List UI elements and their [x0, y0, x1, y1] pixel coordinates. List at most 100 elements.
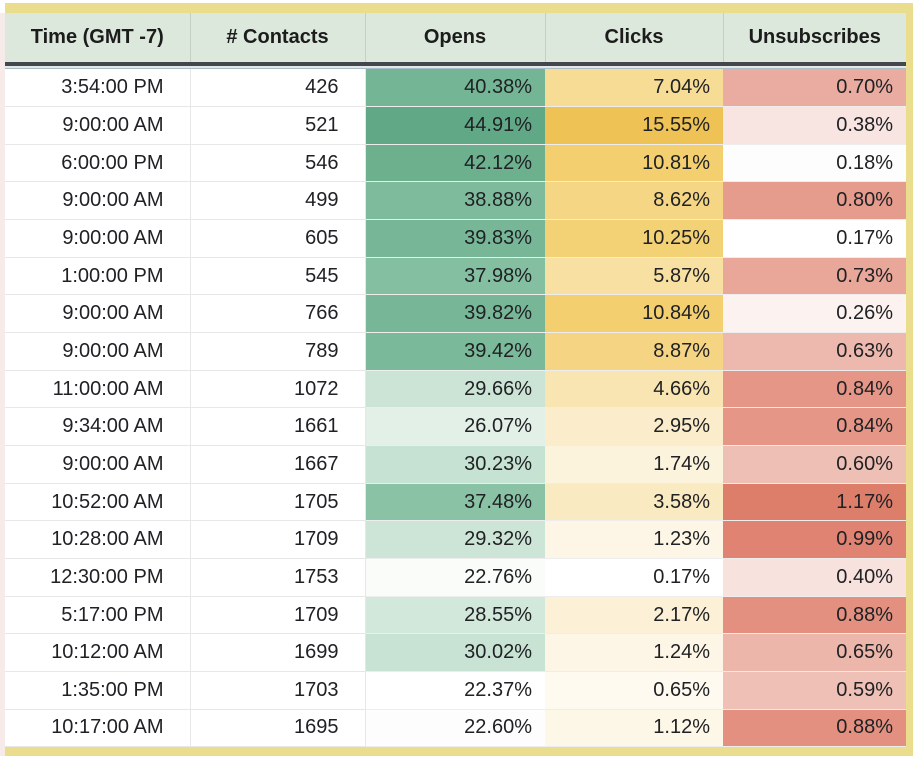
cell-opens[interactable]: 42.12%: [365, 144, 545, 183]
cell-time[interactable]: 10:17:00 AM: [5, 709, 191, 748]
cell-contacts[interactable]: 499: [190, 181, 366, 221]
cell-unsubscribes[interactable]: 0.26%: [723, 294, 906, 334]
cell-time[interactable]: 1:00:00 PM: [5, 257, 191, 296]
cell-time[interactable]: 11:00:00 AM: [5, 370, 191, 409]
cell-contacts[interactable]: 1667: [190, 445, 366, 484]
cell-contacts[interactable]: 1699: [190, 633, 366, 672]
cell-unsubscribes[interactable]: 0.40%: [723, 558, 906, 597]
cell-clicks[interactable]: 8.62%: [545, 181, 723, 221]
cell-clicks[interactable]: 7.04%: [545, 69, 723, 108]
cell-contacts[interactable]: 1753: [190, 558, 366, 597]
cell-opens[interactable]: 30.02%: [365, 633, 545, 672]
cell-time[interactable]: 6:00:00 PM: [5, 144, 191, 183]
cell-contacts[interactable]: 766: [190, 294, 366, 334]
cell-contacts[interactable]: 789: [190, 332, 366, 371]
cell-time[interactable]: 9:00:00 AM: [5, 219, 191, 258]
cell-unsubscribes[interactable]: 0.84%: [723, 407, 906, 447]
column-header-time[interactable]: Time (GMT -7): [5, 13, 191, 62]
cell-contacts[interactable]: 1705: [190, 483, 366, 522]
cell-opens[interactable]: 37.48%: [365, 483, 545, 522]
cell-unsubscribes[interactable]: 0.38%: [723, 106, 906, 145]
cell-opens[interactable]: 26.07%: [365, 407, 545, 447]
cell-clicks[interactable]: 0.65%: [545, 671, 723, 710]
cell-opens[interactable]: 22.37%: [365, 671, 545, 710]
cell-clicks[interactable]: 2.17%: [545, 596, 723, 635]
cell-time[interactable]: 9:00:00 AM: [5, 181, 191, 221]
cell-unsubscribes[interactable]: 0.99%: [723, 520, 906, 560]
cell-opens[interactable]: 22.60%: [365, 709, 545, 748]
table-row: 3:54:00 PM 426 40.38% 7.04% 0.70%: [5, 69, 906, 108]
cell-opens[interactable]: 30.23%: [365, 445, 545, 484]
cell-clicks[interactable]: 1.74%: [545, 445, 723, 484]
cell-unsubscribes[interactable]: 0.88%: [723, 709, 906, 748]
cell-unsubscribes[interactable]: 1.17%: [723, 483, 906, 522]
cell-contacts[interactable]: 1661: [190, 407, 366, 447]
column-header-opens[interactable]: Opens: [365, 13, 546, 62]
cell-contacts[interactable]: 605: [190, 219, 366, 258]
cell-clicks[interactable]: 1.12%: [545, 709, 723, 748]
cell-contacts[interactable]: 546: [190, 144, 366, 183]
cell-unsubscribes[interactable]: 0.63%: [723, 332, 906, 371]
cell-opens[interactable]: 40.38%: [365, 69, 545, 108]
cell-contacts[interactable]: 1709: [190, 520, 366, 560]
cell-contacts[interactable]: 1072: [190, 370, 366, 409]
cell-unsubscribes[interactable]: 0.18%: [723, 144, 906, 183]
cell-clicks[interactable]: 10.84%: [545, 294, 723, 334]
cell-opens[interactable]: 39.82%: [365, 294, 545, 334]
cell-contacts[interactable]: 426: [190, 69, 366, 108]
cell-time[interactable]: 9:00:00 AM: [5, 332, 191, 371]
cell-opens[interactable]: 39.42%: [365, 332, 545, 371]
cell-contacts[interactable]: 1709: [190, 596, 366, 635]
cell-unsubscribes[interactable]: 0.60%: [723, 445, 906, 484]
cell-time[interactable]: 10:12:00 AM: [5, 633, 191, 672]
cell-unsubscribes[interactable]: 0.59%: [723, 671, 906, 710]
cell-contacts[interactable]: 1695: [190, 709, 366, 748]
cell-unsubscribes[interactable]: 0.80%: [723, 181, 906, 221]
cell-time[interactable]: 10:28:00 AM: [5, 520, 191, 560]
cell-contacts[interactable]: 1703: [190, 671, 366, 710]
cell-time[interactable]: 12:30:00 PM: [5, 558, 191, 597]
cell-time[interactable]: 9:00:00 AM: [5, 294, 191, 334]
cell-clicks[interactable]: 5.87%: [545, 257, 723, 296]
cell-time[interactable]: 1:35:00 PM: [5, 671, 191, 710]
cell-unsubscribes[interactable]: 0.17%: [723, 219, 906, 258]
cell-clicks[interactable]: 3.58%: [545, 483, 723, 522]
cell-unsubscribes[interactable]: 0.84%: [723, 370, 906, 409]
cell-time[interactable]: 5:17:00 PM: [5, 596, 191, 635]
cell-opens[interactable]: 22.76%: [365, 558, 545, 597]
cell-clicks[interactable]: 1.23%: [545, 520, 723, 560]
cell-time[interactable]: 9:34:00 AM: [5, 407, 191, 447]
column-header-unsubscribes[interactable]: Unsubscribes: [723, 13, 906, 62]
cell-opens[interactable]: 29.66%: [365, 370, 545, 409]
table-row: 9:00:00 AM 605 39.83% 10.25% 0.17%: [5, 219, 906, 258]
cell-clicks[interactable]: 10.81%: [545, 144, 723, 183]
cell-opens[interactable]: 28.55%: [365, 596, 545, 635]
cell-time[interactable]: 10:52:00 AM: [5, 483, 191, 522]
cell-clicks[interactable]: 4.66%: [545, 370, 723, 409]
cell-clicks[interactable]: 8.87%: [545, 332, 723, 371]
table-body: 3:54:00 PM 426 40.38% 7.04% 0.70% 9:00:0…: [5, 69, 906, 748]
cell-unsubscribes[interactable]: 0.73%: [723, 257, 906, 296]
cell-opens[interactable]: 38.88%: [365, 181, 545, 221]
cell-contacts[interactable]: 545: [190, 257, 366, 296]
cell-unsubscribes[interactable]: 0.70%: [723, 69, 906, 108]
column-header-clicks[interactable]: Clicks: [545, 13, 724, 62]
cell-clicks[interactable]: 2.95%: [545, 407, 723, 447]
cell-time[interactable]: 9:00:00 AM: [5, 445, 191, 484]
cell-unsubscribes[interactable]: 0.65%: [723, 633, 906, 672]
cell-clicks[interactable]: 0.17%: [545, 558, 723, 597]
cell-time[interactable]: 3:54:00 PM: [5, 69, 191, 108]
cell-clicks[interactable]: 10.25%: [545, 219, 723, 258]
cell-opens[interactable]: 39.83%: [365, 219, 545, 258]
cell-contacts[interactable]: 521: [190, 106, 366, 145]
cell-unsubscribes[interactable]: 0.88%: [723, 596, 906, 635]
cell-opens[interactable]: 44.91%: [365, 106, 545, 145]
cell-opens[interactable]: 29.32%: [365, 520, 545, 560]
column-header-contacts[interactable]: # Contacts: [190, 13, 366, 62]
cell-clicks[interactable]: 1.24%: [545, 633, 723, 672]
cell-opens[interactable]: 37.98%: [365, 257, 545, 296]
header-divider: [5, 62, 906, 69]
cell-time[interactable]: 9:00:00 AM: [5, 106, 191, 145]
cell-clicks[interactable]: 15.55%: [545, 106, 723, 145]
